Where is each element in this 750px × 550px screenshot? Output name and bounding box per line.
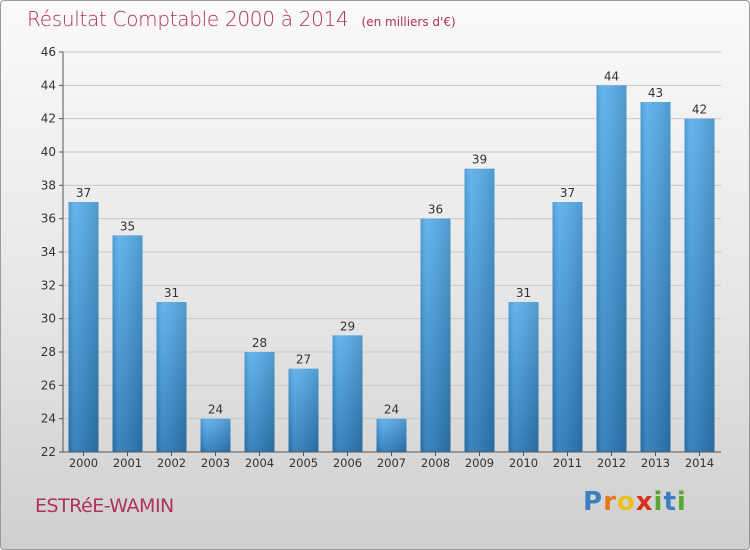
bar-shade xyxy=(244,352,275,452)
bar-value-label: 31 xyxy=(516,286,531,300)
bar-shade xyxy=(200,418,231,452)
bar-value-label: 44 xyxy=(604,69,619,83)
bar-shade xyxy=(684,118,715,453)
commune-name: ESTRéE-WAMIN xyxy=(35,495,174,517)
bar-shade xyxy=(420,218,451,452)
y-tick-label: 44 xyxy=(41,78,56,92)
bar-shade xyxy=(112,235,143,452)
bar-shade xyxy=(376,418,407,452)
x-tick-label: 2006 xyxy=(333,456,362,470)
y-tick-label: 38 xyxy=(41,178,56,192)
bar-value-label: 39 xyxy=(472,153,487,167)
bar-shade xyxy=(156,302,187,452)
logo-letter: i xyxy=(653,487,664,517)
x-tick-label: 2003 xyxy=(201,456,230,470)
x-tick-label: 2007 xyxy=(377,456,406,470)
x-tick-label: 2004 xyxy=(245,456,274,470)
axes: 22 24 26 28 30 32 34 36 38 40 42 44 46 2000 2001 2002 20… xyxy=(41,45,721,470)
y-tick-label: 28 xyxy=(41,345,56,359)
y-tick-label: 40 xyxy=(41,145,56,159)
bar-value-label: 29 xyxy=(340,319,355,333)
chart-title: Résultat Comptable 2000 à 2014 xyxy=(27,7,349,31)
bar-shade xyxy=(552,202,583,452)
bar-shade xyxy=(508,302,539,452)
bar-value-label: 28 xyxy=(252,336,267,350)
bar-shade xyxy=(464,168,495,452)
bar-value-label: 31 xyxy=(164,286,179,300)
bar-shade xyxy=(68,202,99,452)
bar-shade xyxy=(332,335,363,452)
y-tick-label: 34 xyxy=(41,245,56,259)
x-tick-label: 2002 xyxy=(157,456,186,470)
y-tick-label: 24 xyxy=(41,412,56,426)
bar-value-label: 42 xyxy=(692,103,707,117)
y-tick-label: 42 xyxy=(41,112,56,126)
bar-value-label: 36 xyxy=(428,203,443,217)
logo-letter: t xyxy=(663,487,677,517)
bar-shade xyxy=(596,85,627,452)
x-tick-label: 2011 xyxy=(553,456,582,470)
x-tick-label: 2008 xyxy=(421,456,450,470)
logo-letter: x xyxy=(635,487,654,517)
y-tick-label: 32 xyxy=(41,278,56,292)
bars: 37 35 31 24 28 27 29 24 36 39 31 37 44 43 42 xyxy=(68,69,715,453)
y-tick-label: 36 xyxy=(41,212,56,226)
logo-letter: i xyxy=(676,487,687,517)
x-tick-label: 2014 xyxy=(685,456,714,470)
logo-letter: r xyxy=(603,487,617,517)
bar-value-label: 24 xyxy=(384,403,399,417)
bar-value-label: 35 xyxy=(120,219,135,233)
x-tick-label: 2012 xyxy=(597,456,626,470)
y-tick-label: 22 xyxy=(41,445,56,459)
x-tick-label: 2005 xyxy=(289,456,318,470)
logo-letter: o xyxy=(616,487,636,517)
x-tick-label: 2000 xyxy=(69,456,98,470)
y-tick-label: 26 xyxy=(41,378,56,392)
bar-shade xyxy=(288,368,319,452)
x-tick-label: 2009 xyxy=(465,456,494,470)
chart-title-block: Résultat Comptable 2000 à 2014 (en milli… xyxy=(27,7,456,31)
x-tick-label: 2010 xyxy=(509,456,538,470)
bar-value-label: 43 xyxy=(648,86,663,100)
bar-value-label: 37 xyxy=(560,186,575,200)
logo-letter: P xyxy=(583,487,604,517)
x-tick-label: 2001 xyxy=(113,456,142,470)
bar-value-label: 37 xyxy=(76,186,91,200)
bar-value-label: 27 xyxy=(296,353,311,367)
x-tick-label: 2013 xyxy=(641,456,670,470)
y-tick-label: 46 xyxy=(41,45,56,59)
bar-value-label: 24 xyxy=(208,403,223,417)
y-tick-label: 30 xyxy=(41,312,56,326)
bar-shade xyxy=(640,102,671,452)
proxiti-logo[interactable]: Proxiti xyxy=(583,487,687,517)
chart-subtitle: (en milliers d'€) xyxy=(361,15,456,29)
